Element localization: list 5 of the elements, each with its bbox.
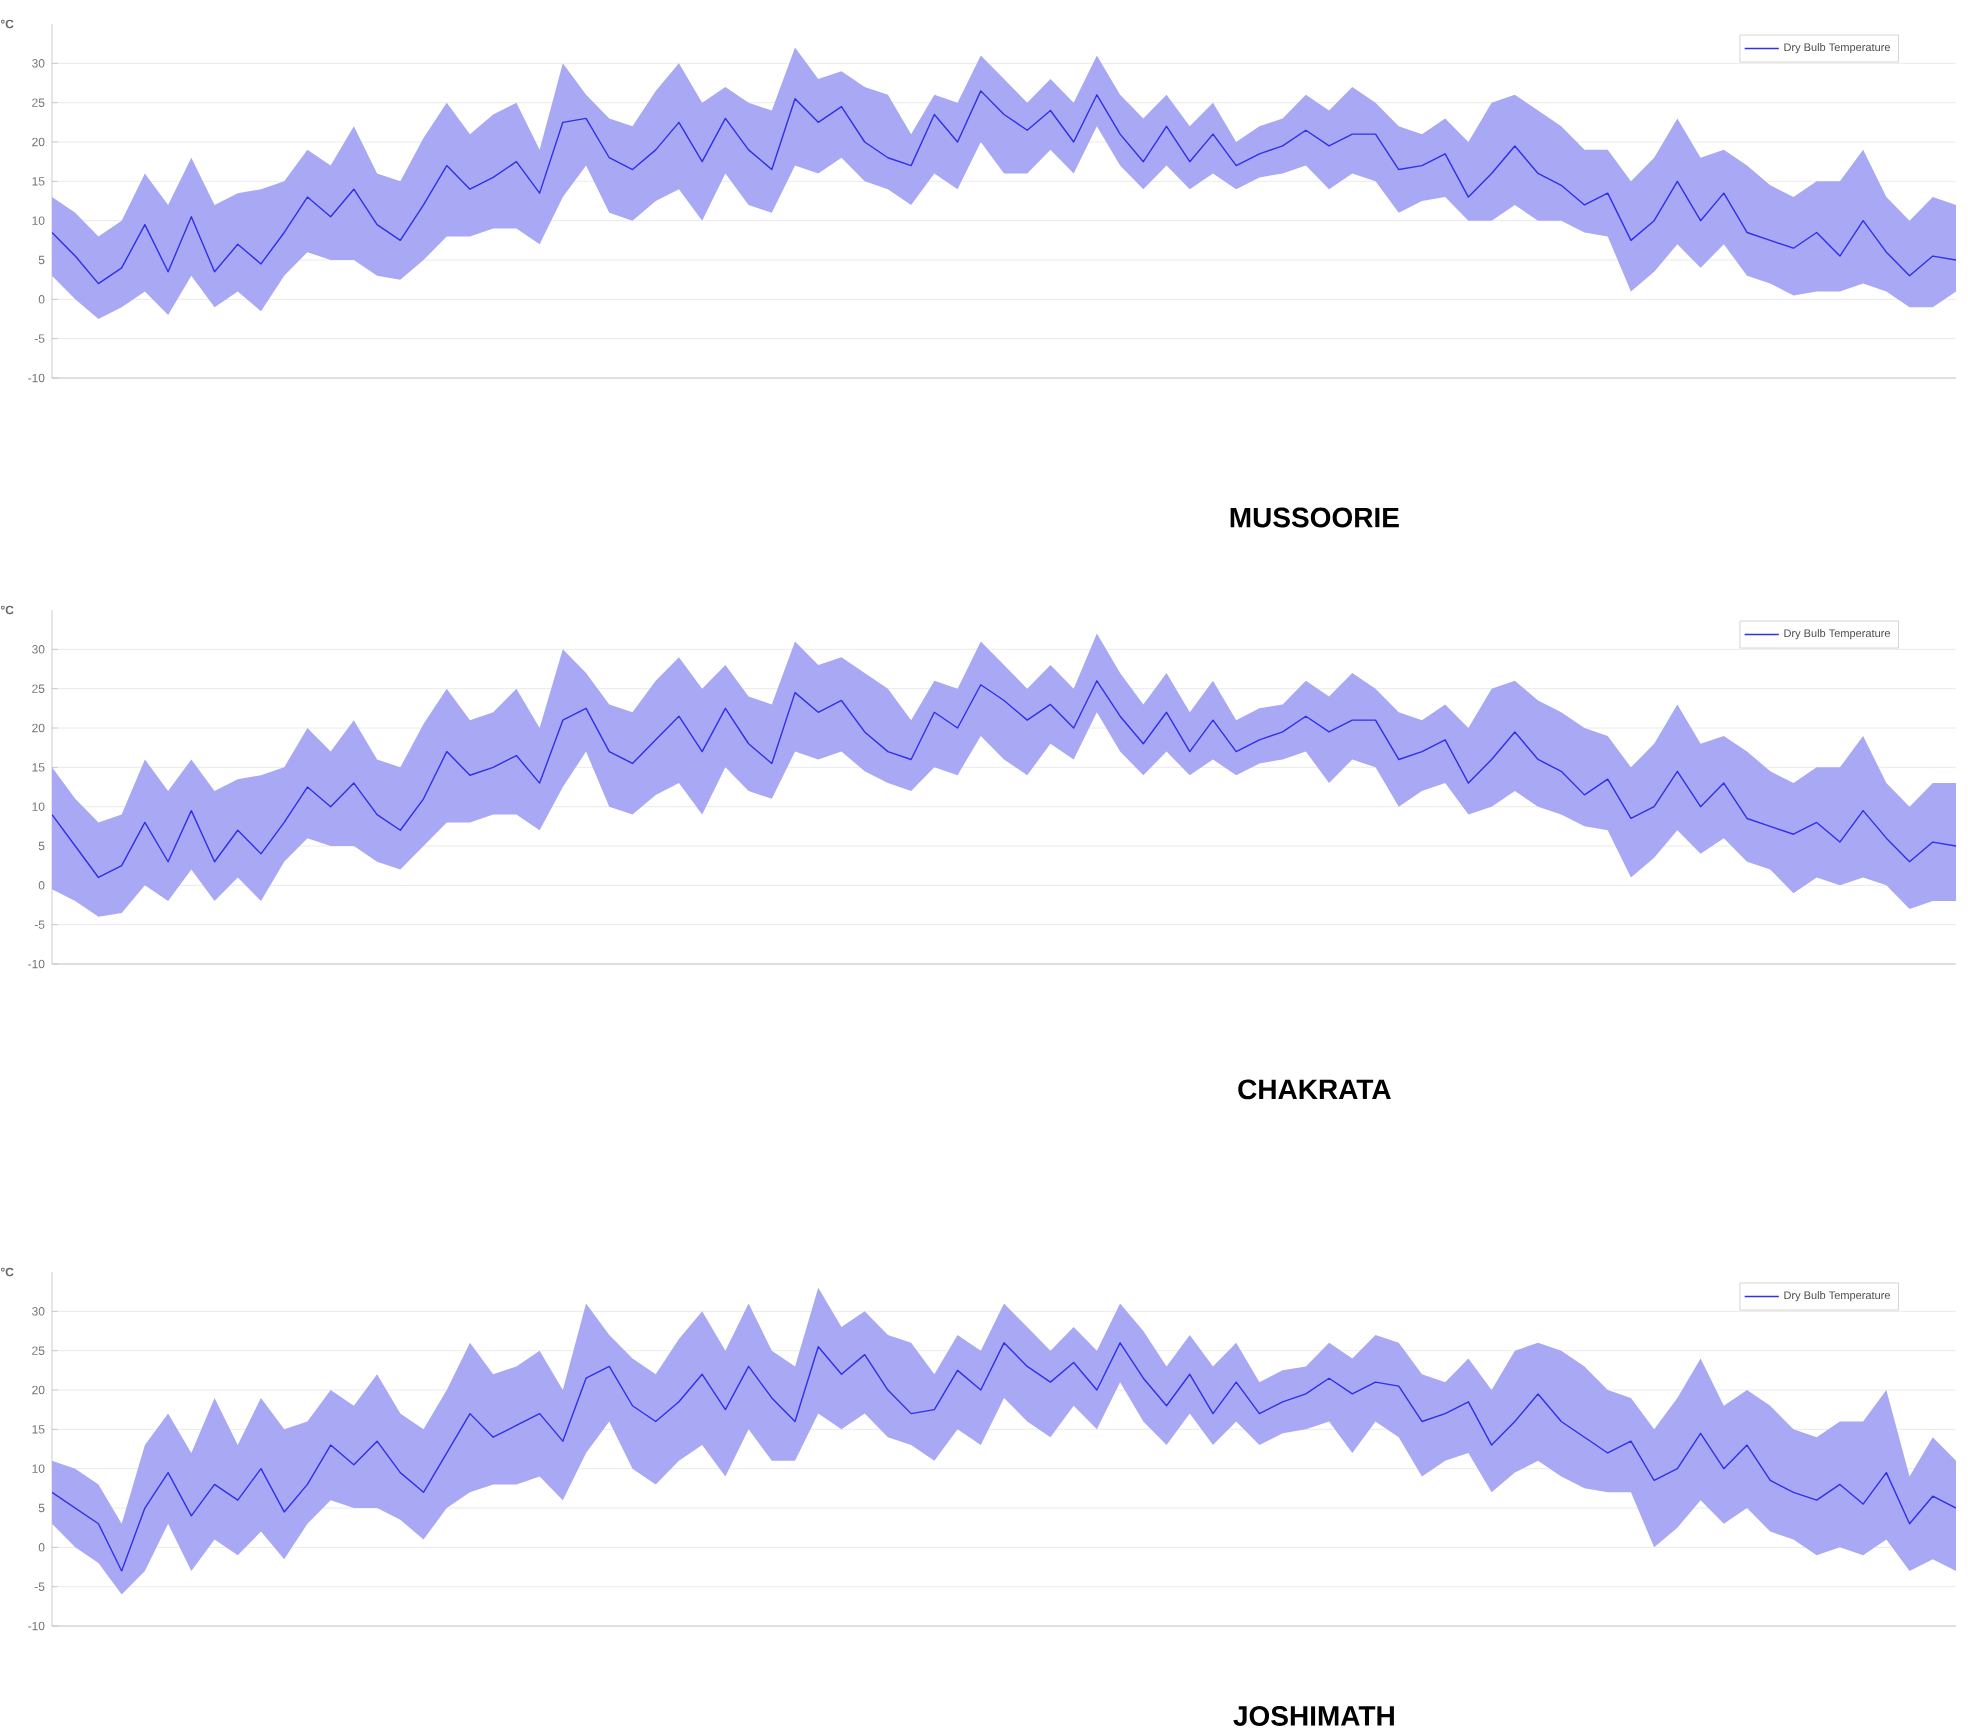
text: MUSSOORIE bbox=[1230, 507, 1399, 528]
text: JOSHIMATH bbox=[1233, 1706, 1394, 1726]
line-series bbox=[52, 90, 1956, 285]
text: CHAKRATA bbox=[1238, 1079, 1391, 1100]
line-series bbox=[52, 680, 1956, 879]
